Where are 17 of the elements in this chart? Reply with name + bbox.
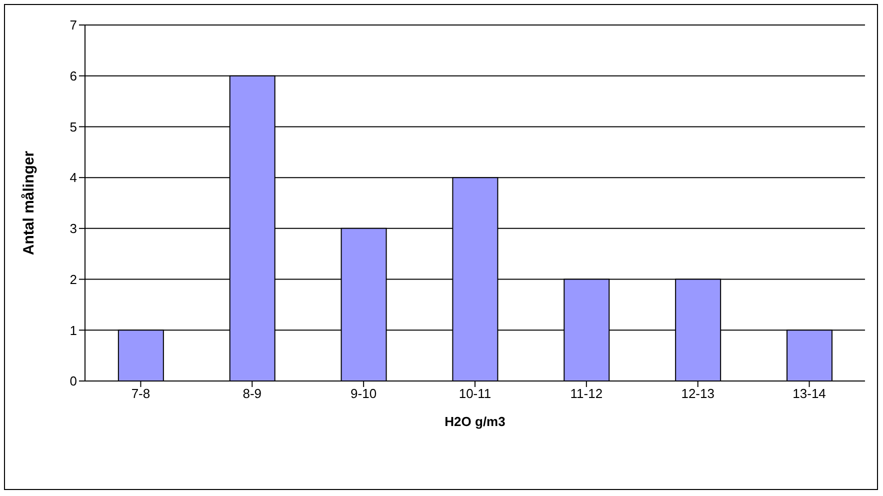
- y-tick-label: 3: [70, 221, 77, 236]
- x-tick-label: 12-13: [681, 386, 714, 402]
- y-tick-label: 0: [70, 374, 77, 389]
- x-tick-label: 9-10: [350, 386, 377, 402]
- x-tick-label: 7-8: [131, 386, 150, 402]
- y-tick-label: 4: [70, 170, 77, 186]
- x-axis-title: H2O g/m3: [444, 414, 506, 429]
- y-tick-label: 1: [70, 322, 77, 338]
- x-tick-label: 10-11: [458, 386, 492, 402]
- x-tick-label: 8-9: [242, 386, 262, 402]
- y-tick-label: 7: [70, 18, 77, 33]
- y-tick-label: 2: [70, 272, 77, 287]
- y-axis-title: Antal målinger: [20, 150, 38, 256]
- x-tick-label: 11-12: [570, 386, 603, 402]
- y-tick-label: 5: [70, 119, 77, 134]
- y-tick-label: 6: [70, 68, 77, 84]
- x-tick-label: 13-14: [792, 386, 826, 402]
